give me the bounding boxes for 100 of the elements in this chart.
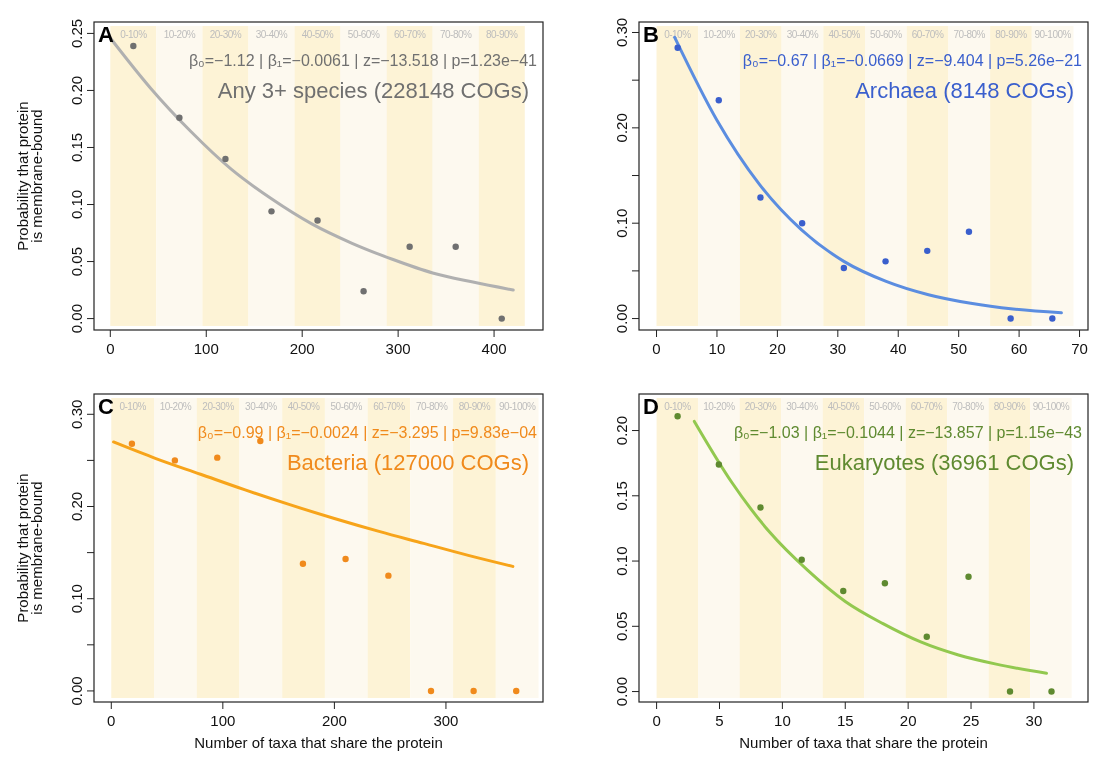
x-tick-label: 0 xyxy=(652,712,661,729)
band-label: 30-40% xyxy=(786,29,819,40)
band-label: 80-90% xyxy=(995,29,1028,40)
band-label: 20-30% xyxy=(745,29,778,40)
band-label: 50-60% xyxy=(330,401,363,412)
y-tick-label: 0.20 xyxy=(613,415,630,446)
y-axis-title: Probability that protein is membrane-bound xyxy=(14,473,45,623)
band-label: 70-80% xyxy=(415,401,449,412)
x-tick-label: 100 xyxy=(193,340,219,357)
y-tick-label: 0.10 xyxy=(68,584,85,614)
x-tick-label: 0 xyxy=(106,340,115,357)
x-tick-label: 50 xyxy=(950,340,968,357)
y-tick-label: 0.20 xyxy=(68,75,85,106)
x-tick-label: 200 xyxy=(289,340,315,357)
y-axis-title: Probability that protein is membrane-bound xyxy=(14,101,45,251)
y-tick-label: 0.00 xyxy=(68,676,85,706)
band-label: 50-60% xyxy=(870,29,903,40)
band-label: 60-70% xyxy=(373,401,406,412)
x-tick-label: 20 xyxy=(899,712,917,729)
x-tick-label: 30 xyxy=(829,340,847,357)
x-axis-title: Number of taxa that share the protein xyxy=(739,734,988,751)
point xyxy=(360,288,367,295)
point xyxy=(840,264,848,272)
y-tick-label: 0.15 xyxy=(68,132,85,163)
y-tick-label: 0.30 xyxy=(613,17,630,48)
band-label: 0-10% xyxy=(664,29,692,40)
band-label: 20-30% xyxy=(202,401,235,412)
band-label: 50-60% xyxy=(347,29,380,40)
band-label: 10-20% xyxy=(703,29,736,40)
point xyxy=(798,220,806,227)
x-axis-title: Number of taxa that share the protein xyxy=(194,734,443,751)
point xyxy=(130,42,137,50)
x-tick-label: 400 xyxy=(481,340,507,357)
annotation: β₀=−1.03 | β₁=−0.1044 | z=−13.857 | p=1.15e−43 xyxy=(733,424,1083,441)
band-label: 20-30% xyxy=(209,29,242,40)
point xyxy=(840,587,847,595)
point xyxy=(498,315,505,322)
band-label: 70-80% xyxy=(439,29,473,40)
point xyxy=(342,555,349,563)
y-tick-label: 0.15 xyxy=(613,481,630,511)
point xyxy=(1048,688,1055,695)
point xyxy=(882,258,889,265)
annotation: β₀=−1.12 | β₁=−0.0061 | z=−13.518 | p=1.23e−41 xyxy=(188,52,538,69)
x-tick-label: 300 xyxy=(385,340,411,357)
annotation: β₀=−0.67 | β₁=−0.0669 | z=−9.404 | p=5.26e−21 xyxy=(742,52,1083,69)
band-label: 80-90% xyxy=(486,29,519,40)
band-label: 80-90% xyxy=(993,401,1026,412)
x-tick-label: 30 xyxy=(1025,712,1043,729)
point xyxy=(268,208,275,215)
annotation: Eukaryotes (36961 COGs) xyxy=(814,450,1074,475)
y-tick-label: 0.00 xyxy=(613,303,630,334)
band-label: 40-50% xyxy=(301,29,334,40)
x-tick-label: 0 xyxy=(107,712,116,729)
band-label: 30-40% xyxy=(245,401,278,412)
point xyxy=(314,217,321,224)
y-tick-label: 0.20 xyxy=(613,113,630,143)
point xyxy=(798,556,805,563)
x-tick-label: 5 xyxy=(715,712,724,729)
band-label: 30-40% xyxy=(786,401,819,412)
point xyxy=(128,440,136,447)
band-label: 90-100% xyxy=(498,401,537,412)
point xyxy=(452,243,459,250)
x-tick-label: 70 xyxy=(1071,340,1088,357)
point xyxy=(715,461,723,468)
band-label: 80-90% xyxy=(458,401,491,412)
band-label: 0-10% xyxy=(119,401,147,412)
x-tick-label: 25 xyxy=(962,712,980,729)
band-label: 40-50% xyxy=(828,29,861,40)
annotation: Any 3+ species (228148 COGs) xyxy=(217,78,529,103)
band-label: 70-80% xyxy=(952,401,985,412)
band-label: 0-10% xyxy=(664,401,692,412)
point xyxy=(214,454,221,461)
annotation: Bacteria (127000 COGs) xyxy=(286,450,529,475)
band-label: 90-100% xyxy=(1034,29,1072,40)
point xyxy=(513,687,520,695)
band-label: 60-70% xyxy=(393,29,426,40)
x-tick-label: 60 xyxy=(1010,340,1028,357)
y-tick-label: 0.10 xyxy=(613,208,630,238)
point xyxy=(385,572,392,579)
x-tick-label: 40 xyxy=(889,340,907,357)
point xyxy=(1007,315,1014,322)
annotation: C xyxy=(98,394,114,419)
band-label: 10-20% xyxy=(163,29,196,40)
annotation: Archaea (8148 COGs) xyxy=(855,78,1074,103)
band-label: 90-100% xyxy=(1032,401,1070,412)
y-tick-label: 0.30 xyxy=(68,399,85,429)
point xyxy=(924,247,931,255)
y-tick-label: 0.00 xyxy=(613,676,630,707)
x-tick-label: 300 xyxy=(433,712,459,729)
band-label: 30-40% xyxy=(255,29,288,40)
annotation: A xyxy=(98,22,114,47)
x-tick-label: 0 xyxy=(652,340,661,357)
annotation: β₀=−0.99 | β₁=−0.0024 | z=−3.295 | p=9.83e−04 xyxy=(197,424,538,441)
point xyxy=(674,44,681,51)
y-tick-label: 0.10 xyxy=(68,189,85,220)
point xyxy=(757,194,764,201)
point xyxy=(965,228,973,235)
x-tick-label: 10 xyxy=(774,712,791,729)
band-label: 50-60% xyxy=(869,401,902,412)
point xyxy=(171,457,179,464)
